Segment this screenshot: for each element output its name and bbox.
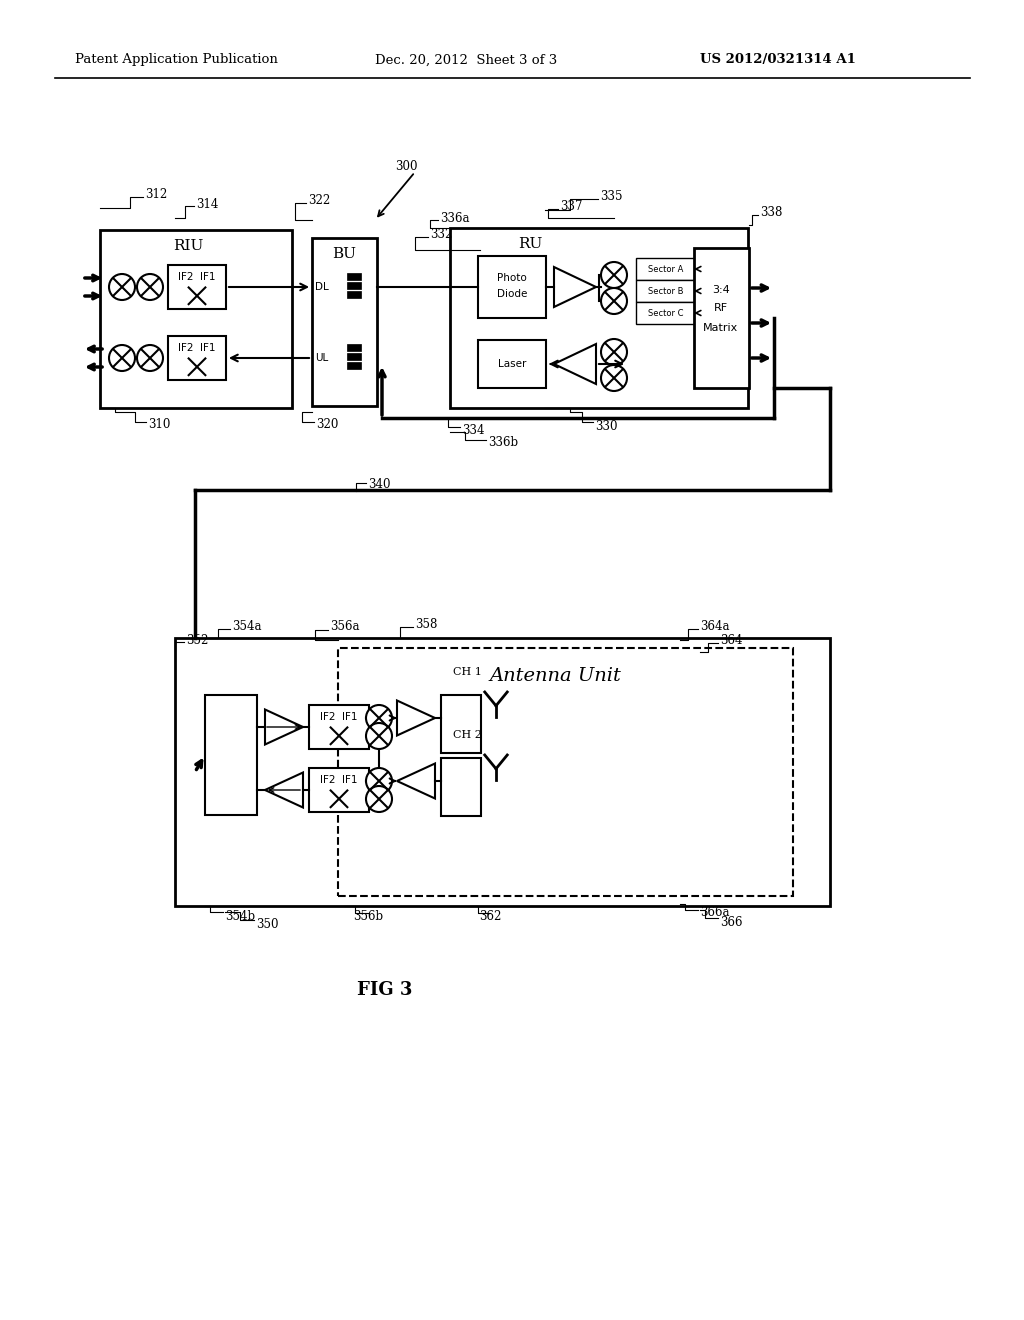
- Polygon shape: [554, 267, 596, 308]
- Text: 354a: 354a: [232, 619, 261, 632]
- Circle shape: [601, 339, 627, 366]
- Bar: [347, 362, 361, 370]
- Text: DL: DL: [315, 282, 329, 292]
- Bar: [309, 705, 369, 748]
- Text: Patent Application Publication: Patent Application Publication: [75, 54, 278, 66]
- Bar: [100, 230, 292, 408]
- Text: 366a: 366a: [700, 907, 729, 920]
- Text: 3:4: 3:4: [712, 285, 730, 294]
- Bar: [309, 768, 369, 812]
- Polygon shape: [397, 701, 435, 735]
- Bar: [205, 696, 257, 814]
- Text: 330: 330: [595, 420, 617, 433]
- Text: 337: 337: [560, 199, 583, 213]
- Circle shape: [137, 345, 163, 371]
- Circle shape: [109, 345, 135, 371]
- Text: IF2  IF1: IF2 IF1: [178, 343, 216, 354]
- Text: 340: 340: [368, 479, 390, 491]
- Text: 364a: 364a: [700, 619, 729, 632]
- Text: 336a: 336a: [440, 211, 469, 224]
- Bar: [636, 257, 696, 280]
- Text: Sector C: Sector C: [648, 309, 684, 318]
- Text: Sector A: Sector A: [648, 264, 684, 273]
- Text: Sector B: Sector B: [648, 286, 684, 296]
- Bar: [450, 228, 748, 408]
- Text: Matrix: Matrix: [703, 323, 738, 333]
- Circle shape: [366, 723, 392, 748]
- Text: 334: 334: [462, 424, 484, 437]
- Text: 336b: 336b: [488, 437, 518, 450]
- Polygon shape: [265, 772, 303, 808]
- Bar: [441, 758, 481, 816]
- Bar: [338, 648, 793, 896]
- Text: Antenna Unit: Antenna Unit: [489, 667, 621, 685]
- Bar: [347, 352, 361, 360]
- Text: BU: BU: [332, 247, 356, 261]
- Bar: [168, 337, 226, 380]
- Text: IF2  IF1: IF2 IF1: [178, 272, 216, 282]
- Text: RIU: RIU: [173, 239, 203, 253]
- Circle shape: [366, 785, 392, 812]
- Bar: [636, 302, 696, 323]
- Circle shape: [366, 705, 392, 731]
- Text: Dec. 20, 2012  Sheet 3 of 3: Dec. 20, 2012 Sheet 3 of 3: [375, 54, 557, 66]
- Text: IF2  IF1: IF2 IF1: [321, 713, 357, 722]
- Text: 338: 338: [760, 206, 782, 219]
- Text: 322: 322: [308, 194, 331, 206]
- Text: FIG 3: FIG 3: [357, 981, 413, 999]
- Bar: [168, 265, 226, 309]
- Circle shape: [137, 275, 163, 300]
- Text: 310: 310: [148, 418, 170, 432]
- Bar: [347, 282, 361, 289]
- Text: 332: 332: [430, 228, 453, 242]
- Circle shape: [109, 275, 135, 300]
- Text: UL: UL: [315, 352, 329, 363]
- Polygon shape: [397, 763, 435, 799]
- Bar: [347, 273, 361, 280]
- Polygon shape: [265, 710, 303, 744]
- Polygon shape: [554, 345, 596, 384]
- Text: IF2  IF1: IF2 IF1: [321, 775, 357, 785]
- Text: CH 2: CH 2: [453, 730, 481, 741]
- Text: 350: 350: [256, 917, 279, 931]
- Text: Photo: Photo: [497, 273, 527, 282]
- Text: 352: 352: [186, 634, 208, 647]
- Text: 314: 314: [196, 198, 218, 210]
- Circle shape: [601, 288, 627, 314]
- Bar: [175, 638, 830, 906]
- Bar: [347, 290, 361, 298]
- Bar: [478, 256, 546, 318]
- Text: 335: 335: [600, 190, 623, 202]
- Bar: [312, 238, 377, 407]
- Text: RF: RF: [714, 304, 728, 313]
- Text: CH 1: CH 1: [453, 667, 481, 677]
- Text: 358: 358: [415, 618, 437, 631]
- Text: 362: 362: [479, 911, 501, 924]
- Circle shape: [601, 366, 627, 391]
- Text: US 2012/0321314 A1: US 2012/0321314 A1: [700, 54, 856, 66]
- Bar: [636, 280, 696, 302]
- Text: Diode: Diode: [497, 289, 527, 300]
- Text: 366: 366: [720, 916, 742, 928]
- Bar: [441, 696, 481, 752]
- Bar: [694, 248, 749, 388]
- Text: Laser: Laser: [498, 359, 526, 370]
- Text: 364: 364: [720, 634, 742, 647]
- Bar: [478, 341, 546, 388]
- Text: 354b: 354b: [225, 909, 255, 923]
- Text: 312: 312: [145, 189, 167, 202]
- Text: RU: RU: [518, 238, 542, 251]
- Text: 356b: 356b: [353, 911, 383, 924]
- Text: 300: 300: [395, 161, 418, 173]
- Text: 320: 320: [316, 418, 338, 432]
- Circle shape: [366, 768, 392, 795]
- Circle shape: [601, 261, 627, 288]
- Text: 356a: 356a: [330, 620, 359, 634]
- Bar: [347, 345, 361, 351]
